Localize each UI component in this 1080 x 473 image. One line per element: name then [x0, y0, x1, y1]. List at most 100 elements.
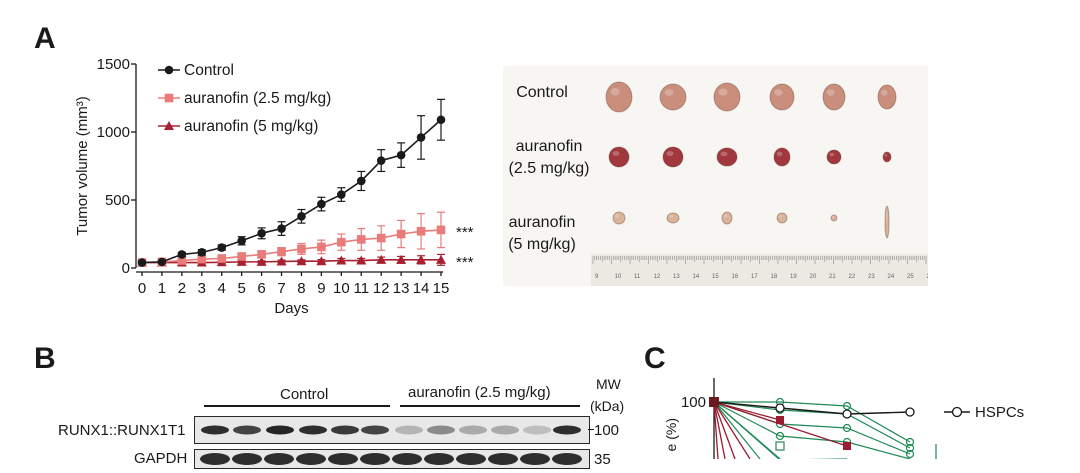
- tumor-specimen: [773, 147, 791, 167]
- data-point: [164, 93, 174, 103]
- tumor-row-label-control: Control: [497, 82, 587, 104]
- mw-header-line1: MW: [596, 376, 621, 392]
- blot-band: [553, 425, 581, 435]
- tumor-highlight: [832, 216, 835, 218]
- ruler-number: 11: [634, 274, 641, 280]
- tumor-specimen: [830, 214, 838, 222]
- y-tick-label: 1500: [97, 56, 130, 73]
- data-point: [376, 156, 386, 165]
- data-point: [277, 224, 286, 233]
- data-point: [376, 254, 387, 264]
- data-point: [775, 441, 785, 451]
- blot-band: [427, 425, 455, 435]
- data-point: [317, 242, 326, 252]
- data-point: [843, 442, 851, 450]
- data-point: [164, 65, 174, 75]
- y-tick-label: 0: [122, 260, 130, 277]
- data-point: [276, 256, 287, 266]
- tumor-highlight: [720, 151, 728, 157]
- series-line-hspcs: [713, 401, 911, 415]
- x-tick-label: 6: [257, 280, 265, 297]
- blot-strip-runx1: [194, 416, 590, 444]
- legend-label: Control: [184, 62, 234, 79]
- mw-header-line2: (kDa): [590, 398, 625, 414]
- data-point: [905, 443, 915, 453]
- tumor-highlight: [723, 214, 728, 218]
- data-point: [396, 254, 407, 264]
- data-point: [356, 235, 366, 244]
- blot-band: [264, 453, 294, 465]
- series-line: [713, 401, 911, 449]
- x-tick-label: 9: [317, 280, 325, 297]
- data-point: [436, 225, 446, 235]
- legend-label: auranofin (5 mg/kg): [184, 118, 318, 135]
- tumor-highlight: [881, 89, 888, 96]
- ruler-number: 13: [673, 274, 680, 280]
- blot-strip-gapdh: [194, 449, 590, 469]
- blot-band: [299, 425, 327, 435]
- x-tick-label: 5: [237, 280, 245, 297]
- legend-label: HSPCs: [975, 404, 1024, 421]
- data-point: [436, 254, 446, 264]
- tumor-highlight: [778, 215, 783, 218]
- x-tick-label: 2: [178, 280, 186, 297]
- blot-band: [523, 425, 551, 435]
- tumor-row-label-line2: (5 mg/kg): [508, 236, 576, 253]
- blot-bands-runx1: [201, 425, 581, 435]
- tumor-specimen: [721, 211, 733, 225]
- tumor-specimen: [882, 151, 892, 163]
- ruler-number: 12: [654, 274, 661, 280]
- blot-row-label-runx1: RUNX1::RUNX1T1: [58, 422, 186, 439]
- tumor-highlight: [718, 88, 728, 96]
- tumor-specimen: [769, 83, 795, 111]
- blot-band: [395, 425, 423, 435]
- ruler-number: 24: [888, 274, 895, 280]
- tumor-specimen: [716, 147, 738, 167]
- data-point: [396, 229, 406, 239]
- data-point: [164, 121, 174, 130]
- tumor-row-label-line1: Control: [516, 84, 568, 101]
- data-point: [217, 243, 227, 252]
- ruler-number: 19: [790, 274, 797, 280]
- tumor-specimen: [884, 205, 890, 239]
- legend-entry: auranofin (5 mg/kg): [158, 118, 318, 135]
- tumor-highlight: [776, 151, 783, 157]
- ruler-number: 21: [829, 274, 836, 280]
- data-point: [177, 250, 187, 259]
- x-tick-label: 14: [413, 280, 430, 297]
- data-point: [776, 416, 784, 424]
- series-line: [713, 401, 736, 459]
- series-line: [713, 401, 719, 459]
- blot-band: [456, 453, 486, 465]
- blot-band: [331, 425, 359, 435]
- blot-band: [232, 453, 262, 465]
- data-point: [905, 437, 915, 447]
- y-tick-label: 1000: [97, 124, 130, 141]
- y-tick-label: 100: [681, 394, 706, 411]
- tumor-specimen: [877, 84, 897, 110]
- series-circle: [137, 98, 446, 267]
- tumor-highlight: [666, 151, 674, 156]
- ruler-number: 20: [810, 274, 817, 280]
- blot-bands-gapdh: [200, 453, 582, 465]
- significance-annotation: ***: [456, 224, 474, 241]
- ruler-number: 15: [712, 274, 719, 280]
- data-point: [197, 254, 207, 264]
- tumor-row-label-line1: auranofin: [508, 214, 576, 231]
- data-point: [157, 257, 167, 267]
- data-point: [356, 176, 366, 186]
- data-point: [436, 115, 446, 125]
- blot-band: [201, 425, 229, 435]
- tumor-highlight: [885, 212, 888, 221]
- tumor-row-label-line1: auranofin: [515, 138, 583, 155]
- data-point: [775, 431, 785, 441]
- tumor-specimen: [776, 212, 788, 224]
- data-point: [177, 256, 187, 265]
- x-tick-label: 12: [373, 280, 390, 297]
- blot-band: [328, 453, 358, 465]
- data-point: [396, 150, 406, 160]
- ruler-number: 9: [595, 274, 599, 280]
- tumor-row-label-aura25: auranofin (2.5 mg/kg): [497, 136, 601, 180]
- data-point: [217, 254, 227, 263]
